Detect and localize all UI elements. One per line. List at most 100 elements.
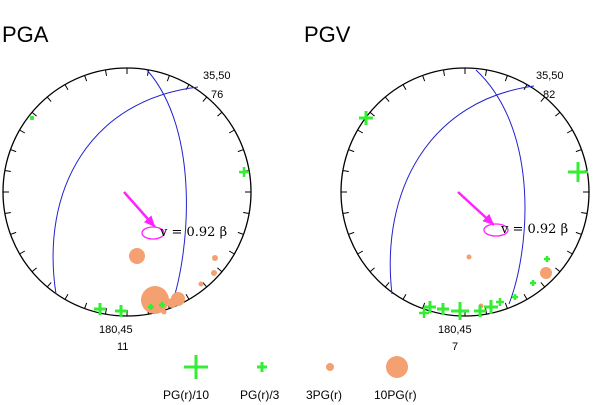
net-tick [104, 308, 108, 315]
net-tick [523, 293, 528, 300]
net-tick [504, 302, 508, 309]
net-tick [64, 293, 69, 300]
net-tick [555, 267, 561, 273]
net-tick [504, 75, 508, 82]
residual-cross-marker [94, 303, 106, 315]
net-tick [484, 308, 488, 315]
net-tick [228, 250, 235, 255]
residual-circle-marker [212, 255, 218, 261]
residual-cross-marker [474, 305, 486, 317]
residual-cross-marker [496, 298, 504, 306]
top-strike-dip-label-pgv: 35,50 [536, 70, 564, 82]
net-tick [402, 84, 407, 91]
nodal-plane-arc [475, 69, 526, 305]
net-tick [575, 149, 582, 153]
legend-symbol-small-circle [326, 363, 334, 371]
residual-cross-marker [359, 111, 373, 125]
net-tick [166, 75, 170, 82]
net-tick [581, 211, 588, 215]
legend-label-pg-div-3: PG(r)/3 [240, 388, 280, 402]
velocity-ellipse [483, 223, 509, 237]
residual-cross-marker [484, 300, 498, 314]
panel-title-pga: PGA [2, 22, 49, 47]
net-tick [4, 211, 11, 215]
net-tick [104, 69, 108, 76]
residual-cross-marker [424, 301, 436, 313]
net-tick [46, 282, 52, 288]
residual-cross-marker [437, 303, 449, 315]
velocity-ellipse [141, 226, 165, 240]
legend-symbol-small-cross [257, 362, 267, 372]
net-tick [442, 69, 446, 76]
residual-cross-marker [159, 302, 165, 308]
net-tick [357, 129, 364, 134]
net-tick [369, 111, 375, 117]
net-tick [237, 231, 244, 235]
stereonet-pgv [340, 67, 590, 320]
rupture-arrow-head [482, 213, 494, 225]
nodal-plane-arc [146, 69, 187, 305]
residual-cross-marker [544, 256, 550, 262]
net-tick [84, 75, 88, 82]
legend-label-10pg: 10PG(r) [374, 388, 417, 402]
top-strike-dip-label-pga: 35,50 [203, 70, 231, 82]
net-tick [243, 211, 250, 215]
residual-circle-marker [161, 309, 167, 315]
net-tick [555, 111, 561, 117]
residual-circle-marker [540, 267, 552, 279]
net-tick [185, 293, 190, 300]
bottom-strike-dip-label-pgv: 180,45 [438, 324, 472, 336]
residual-cross-marker [451, 302, 469, 320]
panel-pga: PGA 35,50 76 180,45 11 v = 0.92 β [2, 22, 252, 353]
residual-cross-marker [148, 304, 154, 310]
nodal-plane-arc [389, 85, 535, 295]
legend-symbol-large-cross [184, 355, 208, 379]
net-tick [202, 96, 208, 102]
nodal-plane-arc [52, 86, 199, 295]
net-outline [2, 67, 252, 317]
legend-symbol-large-circle [386, 356, 408, 378]
bottom-count-label-pga: 11 [117, 341, 128, 353]
net-tick [402, 293, 407, 300]
bottom-strike-dip-label-pga: 180,45 [99, 324, 133, 336]
residual-cross-marker [115, 305, 127, 317]
net-tick [566, 129, 573, 134]
net-tick [217, 267, 223, 273]
residual-circle-marker [466, 254, 472, 260]
net-tick [217, 111, 223, 117]
net-tick [342, 211, 349, 215]
panel-title-pgv: PGV [304, 22, 351, 47]
stereonet-pga [2, 67, 252, 317]
net-tick [422, 302, 426, 309]
net-tick [348, 149, 355, 153]
residual-circle-marker [129, 248, 145, 264]
residual-cross-marker [419, 308, 429, 318]
net-tick [540, 96, 546, 102]
net-tick [384, 96, 390, 102]
residual-cross-marker [512, 294, 518, 300]
net-tick [4, 169, 11, 173]
top-count-label-pga: 76 [211, 89, 223, 101]
net-tick [384, 282, 390, 288]
residual-cross-marker [30, 116, 34, 120]
net-tick [46, 96, 52, 102]
top-count-label-pgv: 82 [543, 89, 555, 101]
residual-circle-marker [167, 298, 177, 308]
legend-label-3pg: 3PG(r) [306, 388, 342, 402]
net-tick [422, 75, 426, 82]
net-tick [10, 231, 17, 235]
net-tick [202, 282, 208, 288]
net-tick [237, 149, 244, 153]
panel-pgv: PGV 35,50 82 180,45 7 v = 0.92 β [304, 22, 590, 353]
bottom-count-label-pgv: 7 [452, 341, 458, 353]
legend: PG(r)/10 PG(r)/3 3PG(r) 10PG(r) [163, 355, 417, 402]
net-tick [31, 111, 37, 117]
legend-label-pg-div-10: PG(r)/10 [163, 388, 209, 402]
net-tick [369, 267, 375, 273]
net-tick [357, 250, 364, 255]
net-tick [342, 169, 349, 173]
net-tick [228, 129, 235, 134]
net-tick [484, 69, 488, 76]
net-tick [575, 231, 582, 235]
